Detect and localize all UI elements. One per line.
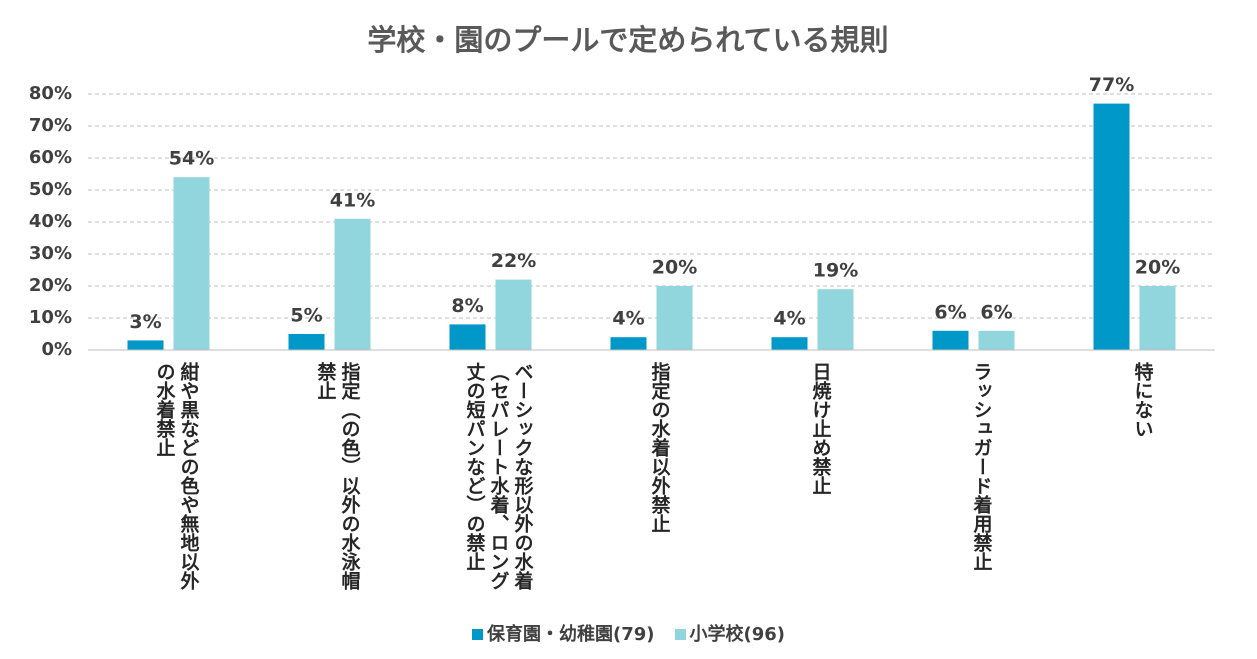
- y-tick-label: 40%: [29, 211, 72, 232]
- bar: [495, 279, 532, 350]
- bar: [656, 286, 693, 350]
- legend-label: 保育園・幼稚園(79): [486, 624, 655, 645]
- value-label: 20%: [652, 257, 697, 279]
- value-label: 5%: [290, 305, 322, 327]
- value-label: 54%: [169, 148, 214, 170]
- bar: [127, 340, 164, 350]
- y-tick-label: 60%: [29, 147, 72, 168]
- y-tick-label: 10%: [29, 307, 72, 328]
- legend-swatch: [471, 629, 483, 640]
- legend: 保育園・幼稚園(79) 小学校(96): [0, 620, 1257, 646]
- x-tick-label: 指定の水着以外禁止: [648, 362, 671, 533]
- value-label: 4%: [773, 308, 805, 330]
- legend-item: 保育園・幼稚園(79): [471, 624, 655, 645]
- bar: [610, 337, 647, 350]
- y-tick-label: 20%: [29, 275, 72, 296]
- legend-item: 小学校(96): [674, 624, 786, 645]
- y-tick-label: 0%: [41, 339, 72, 360]
- bar: [288, 334, 325, 350]
- bar: [817, 289, 854, 350]
- x-tick-label: ラッシュガード着用禁止: [970, 362, 993, 571]
- y-tick-label: 30%: [29, 243, 72, 264]
- value-label: 41%: [330, 189, 375, 211]
- bar: [334, 218, 371, 350]
- value-label: 6%: [980, 301, 1012, 323]
- bar: [1139, 286, 1176, 350]
- bar: [173, 177, 210, 350]
- x-tick-label: ベーシックな形以外の水着（セパレート水着、ロング丈の短パンなど）の禁止: [463, 362, 534, 590]
- value-label: 3%: [129, 311, 161, 333]
- x-tick-label: 紺や黒などの色や無地以外の水着禁止: [153, 362, 200, 590]
- legend-label: 小学校(96): [689, 624, 786, 645]
- x-tick-label: 日焼け止め禁止: [809, 362, 832, 495]
- value-label: 20%: [1135, 257, 1180, 279]
- y-tick-label: 70%: [29, 115, 72, 136]
- bar: [449, 324, 486, 350]
- value-label: 77%: [1089, 74, 1134, 96]
- x-tick-label: 指定（の色）以外の水泳帽禁止: [314, 362, 361, 590]
- value-label: 8%: [451, 295, 483, 317]
- bar: [932, 330, 969, 350]
- legend-swatch: [674, 629, 686, 640]
- bar: [978, 330, 1015, 350]
- value-label: 22%: [491, 250, 536, 272]
- y-tick-label: 50%: [29, 179, 72, 200]
- chart-title: 学校・園のプールで定められている規則: [367, 23, 888, 57]
- x-tick-label: 特にない: [1131, 362, 1154, 438]
- bar: [1093, 103, 1130, 350]
- bar: [771, 337, 808, 350]
- value-label: 4%: [612, 308, 644, 330]
- value-label: 6%: [934, 301, 966, 323]
- y-tick-label: 80%: [29, 83, 72, 104]
- value-label: 19%: [813, 260, 858, 282]
